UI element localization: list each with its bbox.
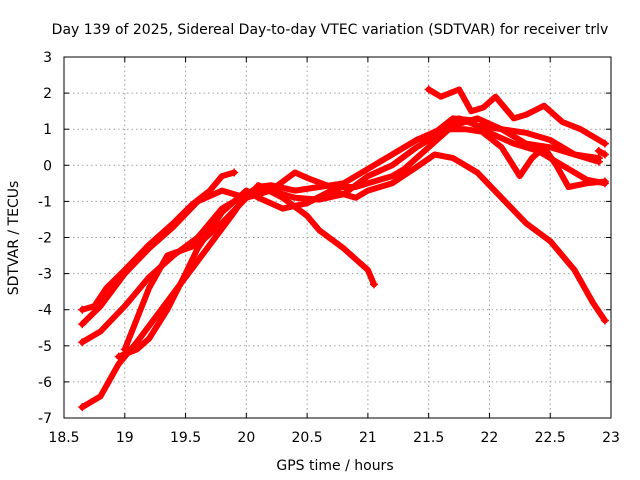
data-point-marker — [600, 150, 609, 159]
x-tick-label: 22 — [481, 430, 499, 446]
series-line — [79, 126, 608, 411]
y-tick-label: -3 — [38, 267, 52, 283]
x-tick-labels: 18.5 19 19.5 20 20.5 21 21.5 22 22.5 23 — [48, 430, 620, 446]
y-axis-label: SDTVAR / TECUs — [6, 181, 22, 296]
series-line — [431, 115, 608, 190]
data-point-marker — [600, 139, 609, 148]
x-tick-label: 23 — [602, 430, 620, 446]
series-sat-f — [120, 182, 378, 354]
data-point-marker — [120, 345, 129, 354]
series-line — [115, 151, 608, 360]
data-point-marker — [594, 154, 603, 163]
data-point-marker — [600, 177, 609, 186]
data-point-marker — [78, 403, 87, 412]
data-point-marker — [424, 85, 433, 94]
data-point-marker — [600, 316, 609, 325]
y-tick-label: -5 — [38, 339, 52, 355]
data-point-marker — [78, 320, 87, 329]
x-tick-label: 22.5 — [535, 430, 566, 446]
series-line — [121, 182, 377, 353]
y-tick-labels: -7 -6 -5 -4 -3 -2 -1 0 1 2 3 — [38, 50, 52, 427]
x-axis-label: GPS time / hours — [276, 458, 393, 474]
series-sat-g — [424, 85, 609, 148]
x-tick-label: 18.5 — [48, 430, 79, 446]
data-point-marker — [369, 280, 378, 289]
plot-frame — [63, 56, 612, 419]
y-tick-label: -4 — [38, 303, 52, 319]
chart-title: Day 139 of 2025, Sidereal Day-to-day VTE… — [52, 22, 609, 38]
data-point-marker — [230, 168, 239, 177]
data-point-marker — [430, 128, 439, 137]
y-tick-label: 0 — [43, 158, 52, 174]
x-tick-label: 20.5 — [292, 430, 323, 446]
series-sat-h — [430, 115, 609, 190]
x-tick-label: 21 — [359, 430, 377, 446]
data-series — [78, 85, 609, 412]
y-tick-label: 1 — [43, 122, 52, 138]
y-tick-label: 2 — [43, 86, 52, 102]
x-tick-label: 21.5 — [413, 430, 444, 446]
y-tick-label: 3 — [43, 50, 52, 66]
data-point-marker — [78, 305, 87, 314]
x-tick-label: 20 — [237, 430, 255, 446]
x-tick-label: 19.5 — [170, 430, 201, 446]
y-tick-label: -7 — [38, 411, 52, 427]
data-point-marker — [114, 352, 123, 361]
data-point-marker — [78, 338, 87, 347]
y-tick-label: -2 — [38, 231, 52, 247]
series-sat-i — [594, 146, 609, 159]
y-tick-label: -1 — [38, 194, 52, 210]
data-point-marker — [594, 146, 603, 155]
series-sat-e — [114, 151, 609, 361]
x-tick-label: 19 — [116, 430, 134, 446]
series-line — [425, 86, 608, 147]
y-tick-label: -6 — [38, 375, 52, 391]
